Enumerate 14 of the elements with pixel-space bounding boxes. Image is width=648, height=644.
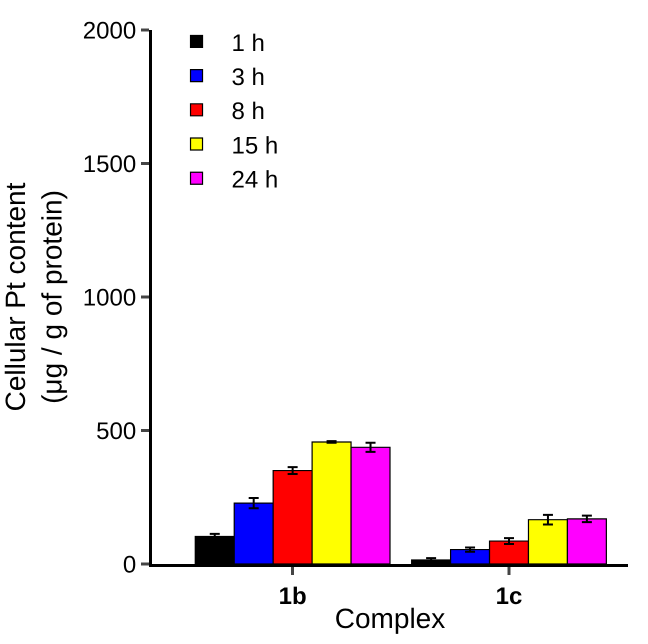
x-tick-label: 1b	[278, 582, 307, 610]
y-tick-label: 500	[96, 418, 136, 445]
legend-label: 15 h	[232, 132, 278, 160]
legend-label: 3 h	[232, 64, 265, 91]
legend-label: 1 h	[232, 30, 265, 57]
legend-label: 8 h	[232, 98, 265, 126]
x-axis-title: Complex	[334, 602, 446, 634]
y-tick-label: 2000	[82, 17, 136, 44]
x-tick-label: 1c	[496, 582, 522, 610]
legend-label: 24 h	[232, 166, 278, 194]
y-tick-label: 1000	[82, 284, 136, 312]
y-tick-label: 0	[122, 551, 136, 578]
y-tick-label: 1500	[82, 150, 136, 178]
y-axis-title: Cellular Pt content (μg / g of protein)	[0, 182, 68, 412]
